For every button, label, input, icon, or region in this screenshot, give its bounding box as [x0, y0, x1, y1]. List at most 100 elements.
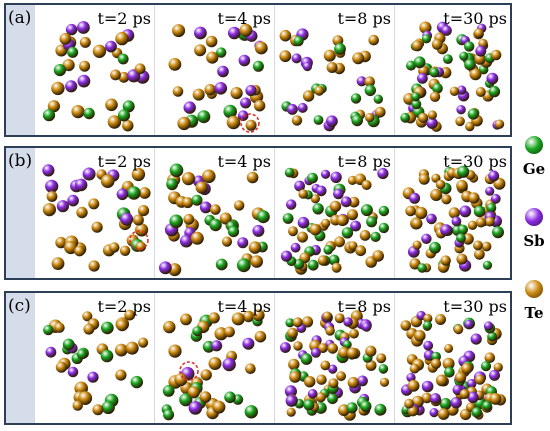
ge-atom	[432, 83, 443, 94]
te-atom	[469, 68, 482, 81]
panel-a3: t=8 ps	[274, 5, 395, 135]
te-atom	[291, 115, 303, 126]
row-label: (a)	[8, 8, 32, 28]
ge-atom	[334, 43, 346, 55]
sb-atom	[56, 200, 69, 213]
atom-snapshot	[159, 163, 270, 277]
time-label: t=8 ps	[337, 152, 391, 171]
te-atom	[114, 343, 128, 357]
ge-atom	[471, 407, 483, 418]
te-atom	[418, 173, 430, 185]
atom-snapshot	[42, 164, 151, 272]
te-atom	[336, 371, 346, 382]
te-atom	[453, 324, 464, 335]
sb-atom	[297, 102, 308, 113]
time-label: t=8 ps	[337, 9, 391, 28]
sb-atom	[240, 97, 252, 109]
sb-atom	[426, 117, 438, 129]
te-atom	[212, 400, 226, 414]
ge-atom	[303, 399, 315, 411]
ge-atom	[467, 108, 479, 120]
atom-snapshot	[161, 309, 267, 421]
time-label: t=2 ps	[97, 9, 151, 28]
te-atom	[205, 35, 218, 48]
sb-atom	[252, 224, 265, 237]
sb-atom	[285, 395, 298, 407]
sb-atom	[67, 194, 79, 207]
ge-atom	[122, 100, 135, 113]
ge-atom	[342, 340, 352, 350]
sb-atom	[326, 115, 338, 128]
te-atom	[484, 352, 496, 363]
te-atom	[51, 81, 65, 96]
te-atom	[423, 313, 433, 324]
te-atom	[444, 343, 454, 353]
ge-atom	[429, 67, 440, 78]
te-atom	[71, 105, 85, 119]
sb-atom	[194, 26, 207, 40]
te-atom	[131, 167, 146, 182]
sb-atom	[430, 393, 441, 404]
ge-atom	[130, 375, 143, 389]
ge-atom	[370, 231, 381, 242]
te-atom	[72, 400, 83, 411]
te-atom	[287, 327, 298, 339]
te-atom	[429, 91, 441, 103]
te-atom	[231, 312, 245, 326]
te-atom	[206, 51, 219, 64]
te-atom	[78, 391, 93, 405]
sb-atom	[77, 21, 90, 34]
ge-atom	[457, 165, 470, 178]
te-atom	[442, 357, 455, 370]
te-atom	[59, 33, 72, 45]
panel-b1: t=2 ps	[34, 148, 155, 278]
te-atom	[279, 50, 292, 63]
te-atom	[91, 221, 103, 233]
te-atom	[187, 386, 200, 399]
ge-atom	[406, 60, 416, 71]
te-atom	[456, 179, 468, 192]
ge-atom	[127, 186, 141, 200]
ge-atom	[456, 233, 466, 243]
te-atom	[435, 179, 446, 190]
te-atom	[195, 181, 208, 194]
ge-atom	[413, 56, 426, 69]
sb-atom	[291, 53, 302, 64]
ge-atom	[366, 216, 378, 228]
ge-atom	[117, 53, 129, 65]
ge-atom	[360, 204, 373, 217]
sb-atom	[211, 340, 223, 352]
ge-atom	[488, 85, 501, 98]
ge-atom	[351, 114, 363, 127]
time-label: t=4 ps	[217, 9, 271, 28]
sb-atom	[294, 180, 305, 192]
te-atom	[489, 393, 502, 405]
sb-atom	[423, 340, 434, 351]
te-atom	[346, 347, 359, 359]
te-atom	[411, 40, 423, 52]
sb-atom	[488, 170, 500, 182]
te-atom	[135, 223, 149, 237]
time-label: t=30 ps	[443, 297, 507, 316]
te-atom	[349, 328, 359, 339]
sb-atom	[426, 213, 437, 225]
row-a: (a) t=2 ps t=4 ps t=8 ps t=30 ps	[4, 3, 512, 137]
sb-atom	[450, 397, 462, 409]
te-atom	[347, 376, 359, 389]
sb-atom	[475, 45, 487, 57]
ge-atom	[307, 259, 319, 271]
te-atom	[368, 34, 379, 46]
te-atom	[88, 260, 100, 272]
row-label-strip	[6, 148, 34, 278]
te-atom	[132, 214, 144, 226]
te-atom	[221, 236, 233, 247]
ge-atom	[350, 93, 362, 104]
ge-atom	[431, 351, 441, 362]
te-atom	[437, 408, 450, 420]
te-atom	[210, 204, 221, 215]
ge-atom	[43, 324, 54, 336]
highlight-circle	[240, 113, 260, 133]
ge-atom	[417, 263, 427, 273]
ge-atom	[227, 226, 240, 238]
sb-atom	[82, 167, 96, 181]
